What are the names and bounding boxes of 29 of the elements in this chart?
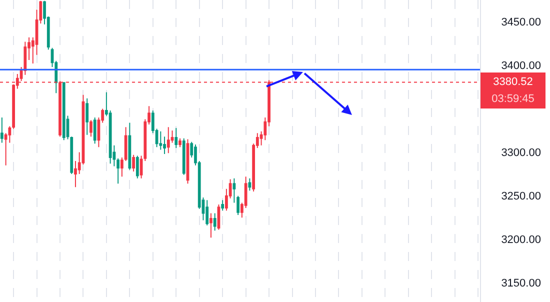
candlestick <box>206 200 209 226</box>
candlestick <box>70 136 74 175</box>
candlestick <box>62 82 66 141</box>
candlestick <box>178 138 182 148</box>
y-tick-label: 3250.00 <box>501 190 541 203</box>
candlestick <box>93 116 96 144</box>
y-tick-label: 3200.00 <box>501 234 541 246</box>
candlestick <box>166 126 170 154</box>
y-tick-label: 3150.00 <box>501 278 541 290</box>
candlestick <box>236 195 240 216</box>
y-tick-label: 3300.00 <box>501 147 541 160</box>
candlestick <box>86 98 89 136</box>
candlestick <box>213 212 216 232</box>
candlestick <box>174 127 178 148</box>
candlestick <box>221 200 224 212</box>
y-tick-label: 3400.00 <box>501 60 541 72</box>
candlestick <box>210 212 212 238</box>
candlestick <box>132 154 135 172</box>
candlestick <box>232 178 236 204</box>
candlestick <box>248 178 252 192</box>
candlestick <box>0 116 4 144</box>
candlestick <box>182 138 186 176</box>
candlestick <box>90 120 92 138</box>
candlestick <box>159 130 162 150</box>
candlestick <box>136 155 139 179</box>
text: 03:59:45 <box>492 93 534 105</box>
ref-line-label: 3380.52 <box>493 76 533 88</box>
y-tick-label: 3450.00 <box>501 16 541 29</box>
candlestick <box>128 122 132 170</box>
